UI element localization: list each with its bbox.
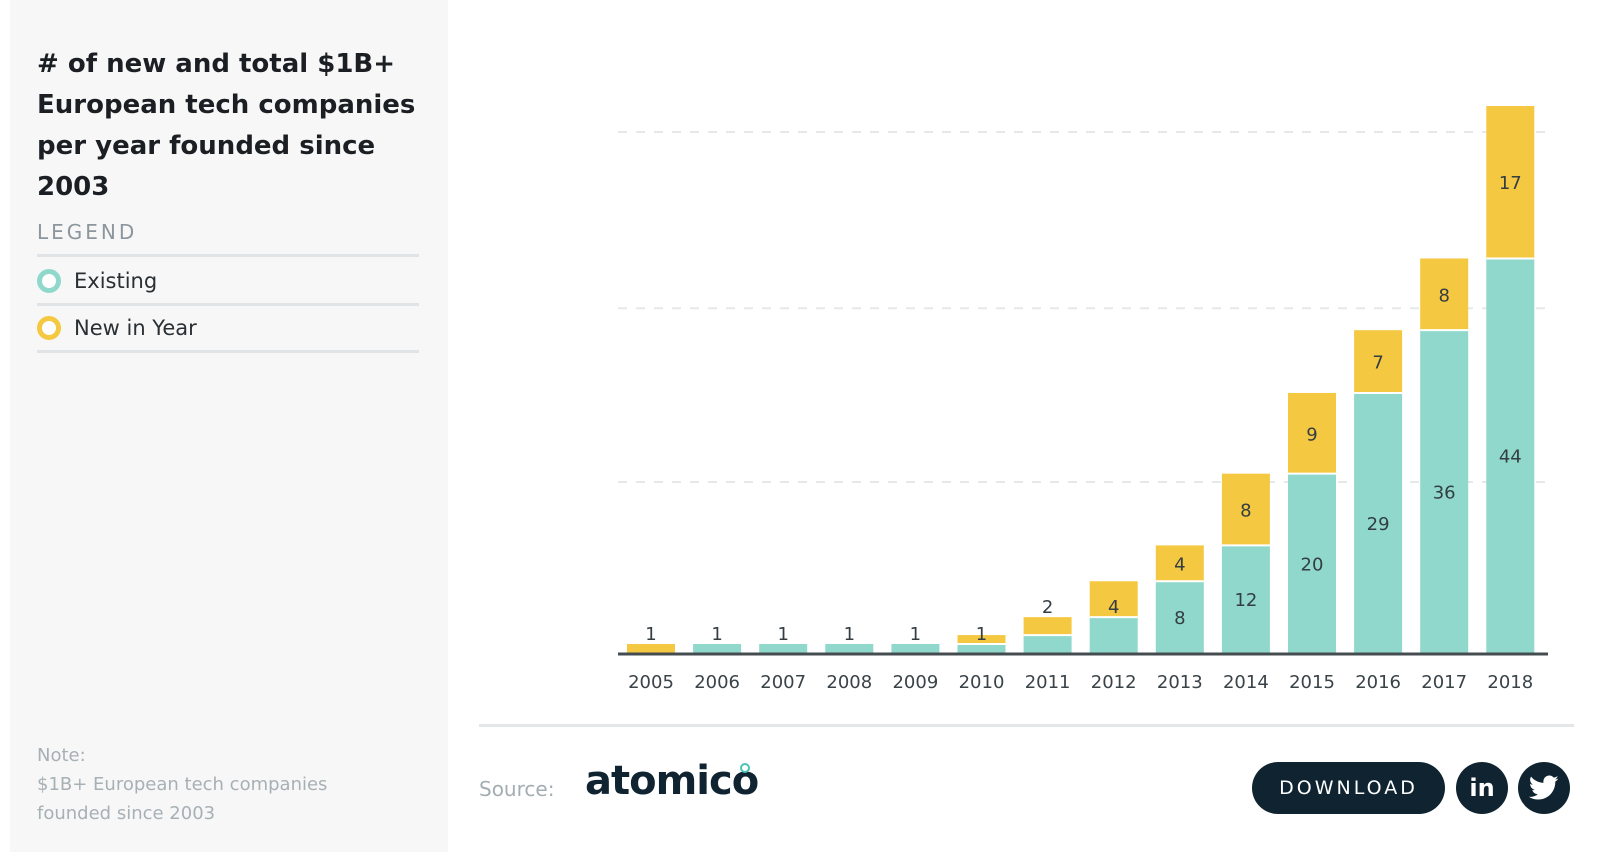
bar-label-existing-2008: 1 xyxy=(844,624,855,645)
x-tick-2017: 2017 xyxy=(1421,672,1467,693)
bar-new-2018 xyxy=(1486,106,1535,259)
bar-label-new-2016: 7 xyxy=(1372,353,1383,374)
bar-existing-2012 xyxy=(1089,617,1138,653)
bar-label-existing-2015: 20 xyxy=(1301,554,1324,575)
bar-label-existing-2016: 29 xyxy=(1367,514,1390,535)
bar-label-existing-2012: 4 xyxy=(1108,597,1119,618)
bar-existing-2008 xyxy=(825,644,874,653)
bar-label-new-2013: 4 xyxy=(1174,554,1185,575)
legend-item-new-in-year[interactable]: New in Year xyxy=(37,313,197,343)
bar-label-new-2011: 2 xyxy=(1042,597,1053,618)
bar-label-existing-2013: 8 xyxy=(1174,608,1185,629)
bar-label-new-2015: 9 xyxy=(1306,424,1317,445)
source-label: Source: xyxy=(479,777,555,801)
x-tick-2011: 2011 xyxy=(1025,672,1071,693)
sidebar-panel: # of new and total $1B+ European tech co… xyxy=(10,0,448,852)
x-tick-2008: 2008 xyxy=(826,672,872,693)
twitter-share-button[interactable] xyxy=(1518,762,1570,814)
legend-heading: LEGEND xyxy=(37,220,138,244)
legend-label-new-in-year: New in Year xyxy=(74,316,197,340)
linkedin-icon: in xyxy=(1469,774,1495,802)
legend-label-existing: Existing xyxy=(74,269,158,293)
chart-title: # of new and total $1B+ European tech co… xyxy=(37,44,437,208)
bar-label-new-2018: 17 xyxy=(1499,173,1522,194)
bar-existing-2009 xyxy=(891,644,940,653)
linkedin-share-button[interactable]: in xyxy=(1456,762,1508,814)
bar-new-2010 xyxy=(957,635,1006,645)
bar-label-existing-2010: 1 xyxy=(976,624,987,645)
bar-existing-2007 xyxy=(759,644,808,653)
bar-label-existing-2014: 12 xyxy=(1234,590,1257,611)
bar-existing-2013 xyxy=(1155,581,1204,653)
bar-label-existing-2006: 1 xyxy=(711,624,722,645)
bar-new-2005 xyxy=(627,644,675,653)
legend-item-existing[interactable]: Existing xyxy=(37,266,157,296)
bar-label-existing-2017: 36 xyxy=(1433,483,1456,504)
bar-new-2011 xyxy=(1023,617,1072,636)
bar-new-2012 xyxy=(1089,581,1138,618)
bar-existing-2011 xyxy=(1023,635,1072,653)
grid-lines xyxy=(618,130,1548,483)
logo-dot-icon xyxy=(740,763,750,773)
bar-label-existing-2009: 1 xyxy=(910,624,921,645)
bar-existing-2017 xyxy=(1420,330,1469,653)
footer-divider xyxy=(479,724,1574,727)
atomico-logo[interactable]: atomico xyxy=(585,758,759,804)
note-label: Note: xyxy=(37,745,86,766)
bar-label-existing-2018: 44 xyxy=(1499,447,1522,468)
chart-title-line-3: per year founded since 2003 xyxy=(37,131,376,202)
bar-label-new-2005: 1 xyxy=(645,624,656,645)
x-tick-2014: 2014 xyxy=(1223,672,1269,693)
bar-new-2017 xyxy=(1420,258,1469,331)
legend-divider xyxy=(37,254,419,257)
download-button[interactable]: DOWNLOAD xyxy=(1252,762,1445,814)
x-axis-ticks: 2005 2006 2007 2008 2009 2010 2011 2012 2013 2014… xyxy=(628,672,1533,693)
x-tick-2007: 2007 xyxy=(760,672,806,693)
x-tick-2018: 2018 xyxy=(1487,672,1533,693)
legend-divider xyxy=(37,350,419,353)
legend-divider xyxy=(37,303,419,306)
bar-existing-2014 xyxy=(1221,545,1270,653)
twitter-icon xyxy=(1529,775,1559,800)
chart-title-line-1: # of new and total $1B+ xyxy=(37,49,396,79)
note-text: $1B+ European tech companies founded sin… xyxy=(37,774,328,824)
bar-existing-2010 xyxy=(957,644,1006,653)
x-tick-2013: 2013 xyxy=(1157,672,1203,693)
x-tick-2015: 2015 xyxy=(1289,672,1335,693)
x-tick-2005: 2005 xyxy=(628,672,674,693)
bar-label-new-2014: 8 xyxy=(1240,501,1251,522)
bar-new-2014 xyxy=(1221,473,1270,546)
x-tick-2010: 2010 xyxy=(959,672,1005,693)
bar-existing-2016 xyxy=(1354,392,1403,653)
x-tick-2016: 2016 xyxy=(1355,672,1401,693)
bar-label-existing-2007: 1 xyxy=(777,624,788,645)
bar-new-2016 xyxy=(1354,330,1403,393)
x-tick-2009: 2009 xyxy=(892,672,938,693)
bar-existing-2015 xyxy=(1288,473,1336,653)
chart-title-line-2: European tech companies xyxy=(37,90,416,120)
x-tick-2006: 2006 xyxy=(694,672,740,693)
bar-existing-2018 xyxy=(1486,258,1535,653)
legend-swatch-existing xyxy=(37,269,61,293)
bar-new-2015 xyxy=(1288,392,1336,474)
x-tick-2012: 2012 xyxy=(1091,672,1137,693)
bar-new-2013 xyxy=(1155,545,1204,582)
bar-existing-2006 xyxy=(693,644,742,653)
legend-swatch-new-in-year xyxy=(37,316,61,340)
bar-label-new-2017: 8 xyxy=(1438,285,1449,306)
